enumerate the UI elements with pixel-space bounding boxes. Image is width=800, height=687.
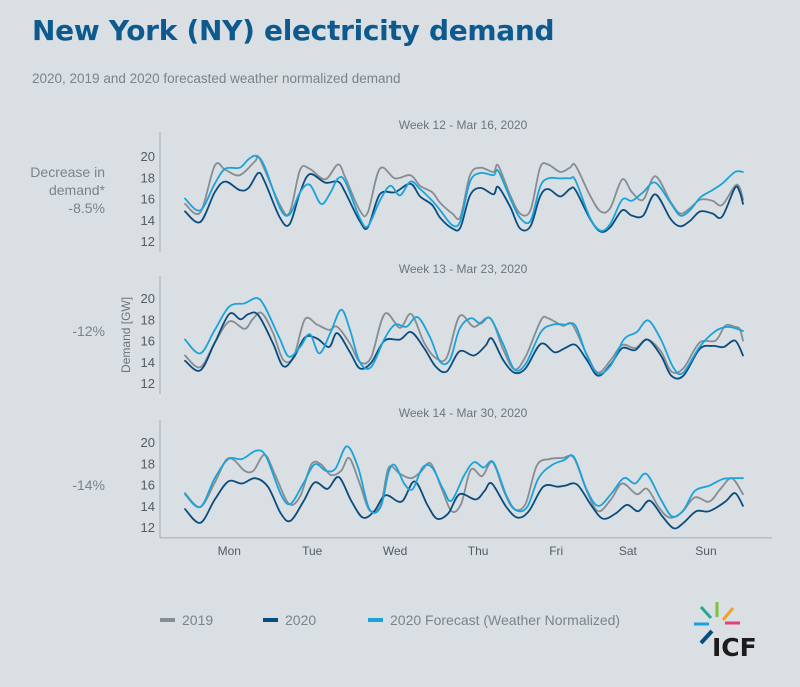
series-line-forecast	[184, 445, 744, 518]
x-tick-label: Mon	[218, 544, 241, 558]
y-tick-label: 20	[141, 149, 155, 164]
panel-3-note-value: -14%	[72, 477, 105, 493]
series-line-forecast	[184, 297, 744, 376]
panel-title: Week 14 - Mar 30, 2020	[399, 406, 528, 420]
panel-3-note: -14%	[72, 476, 105, 494]
icf-logo: ICF	[694, 602, 757, 662]
panel-1-note-value: -8.5%	[68, 200, 105, 216]
y-tick-label: 12	[141, 234, 155, 249]
logo-ray	[721, 607, 735, 621]
legend-label-2019: 2019	[182, 612, 214, 628]
series-line-s2019	[184, 453, 744, 519]
y-tick-label: 20	[141, 291, 155, 306]
panel-1-note: Decrease in demand* -8.5%	[30, 163, 105, 217]
y-tick-label: 12	[141, 520, 155, 535]
panel-1-note-line: demand*	[48, 182, 105, 198]
legend-swatch-2019	[160, 618, 175, 622]
panel-title: Week 13 - Mar 23, 2020	[399, 262, 528, 276]
x-tick-label: Sat	[619, 544, 638, 558]
legend-swatch-2020	[263, 618, 278, 622]
panel-1-note-line: Decrease in	[30, 164, 105, 180]
legend-label-2020: 2020	[285, 612, 317, 628]
legend-swatch-forecast	[368, 618, 383, 622]
logo-ray	[699, 629, 714, 645]
panel-2-note: -12%	[72, 322, 105, 340]
series-line-s2020	[184, 311, 744, 380]
x-tick-label: Tue	[302, 544, 323, 558]
demand-chart: Week 12 - Mar 16, 2020 20 18 16 14 12 Week 13 …	[119, 118, 772, 558]
y-tick-label: 16	[141, 192, 155, 207]
legend-item-2019: 2019	[160, 612, 213, 628]
x-tick-label: Fri	[549, 544, 563, 558]
legend-item-2020: 2020	[263, 612, 316, 628]
series-line-s2020	[184, 171, 744, 233]
y-tick-label: 14	[141, 213, 155, 228]
x-tick-label: Thu	[468, 544, 489, 558]
panel-2-note-value: -12%	[72, 323, 105, 339]
y-tick-label: 16	[141, 478, 155, 493]
x-tick-label: Sun	[695, 544, 716, 558]
y-tick-label: 14	[141, 355, 155, 370]
y-axis-label: Demand [GW]	[119, 297, 133, 373]
panel-title: Week 12 - Mar 16, 2020	[399, 118, 528, 132]
x-tick-label: Wed	[383, 544, 407, 558]
page-subtitle: 2020, 2019 and 2020 forecasted weather n…	[32, 71, 401, 86]
y-tick-label: 14	[141, 499, 155, 514]
page-title: New York (NY) electricity demand	[32, 14, 555, 47]
logo-ray	[699, 605, 713, 620]
series-line-forecast	[184, 154, 744, 232]
logo-text: ICF	[712, 633, 757, 662]
y-tick-label: 18	[141, 170, 155, 185]
y-tick-label: 16	[141, 334, 155, 349]
y-tick-label: 18	[141, 456, 155, 471]
legend-item-forecast: 2020 Forecast (Weather Normalized)	[368, 612, 620, 628]
y-tick-label: 12	[141, 376, 155, 391]
y-tick-label: 20	[141, 435, 155, 450]
y-tick-label: 18	[141, 312, 155, 327]
legend-label-forecast: 2020 Forecast (Weather Normalized)	[390, 612, 621, 628]
series-line-s2019	[184, 155, 744, 221]
series-line-s2020	[184, 476, 744, 530]
